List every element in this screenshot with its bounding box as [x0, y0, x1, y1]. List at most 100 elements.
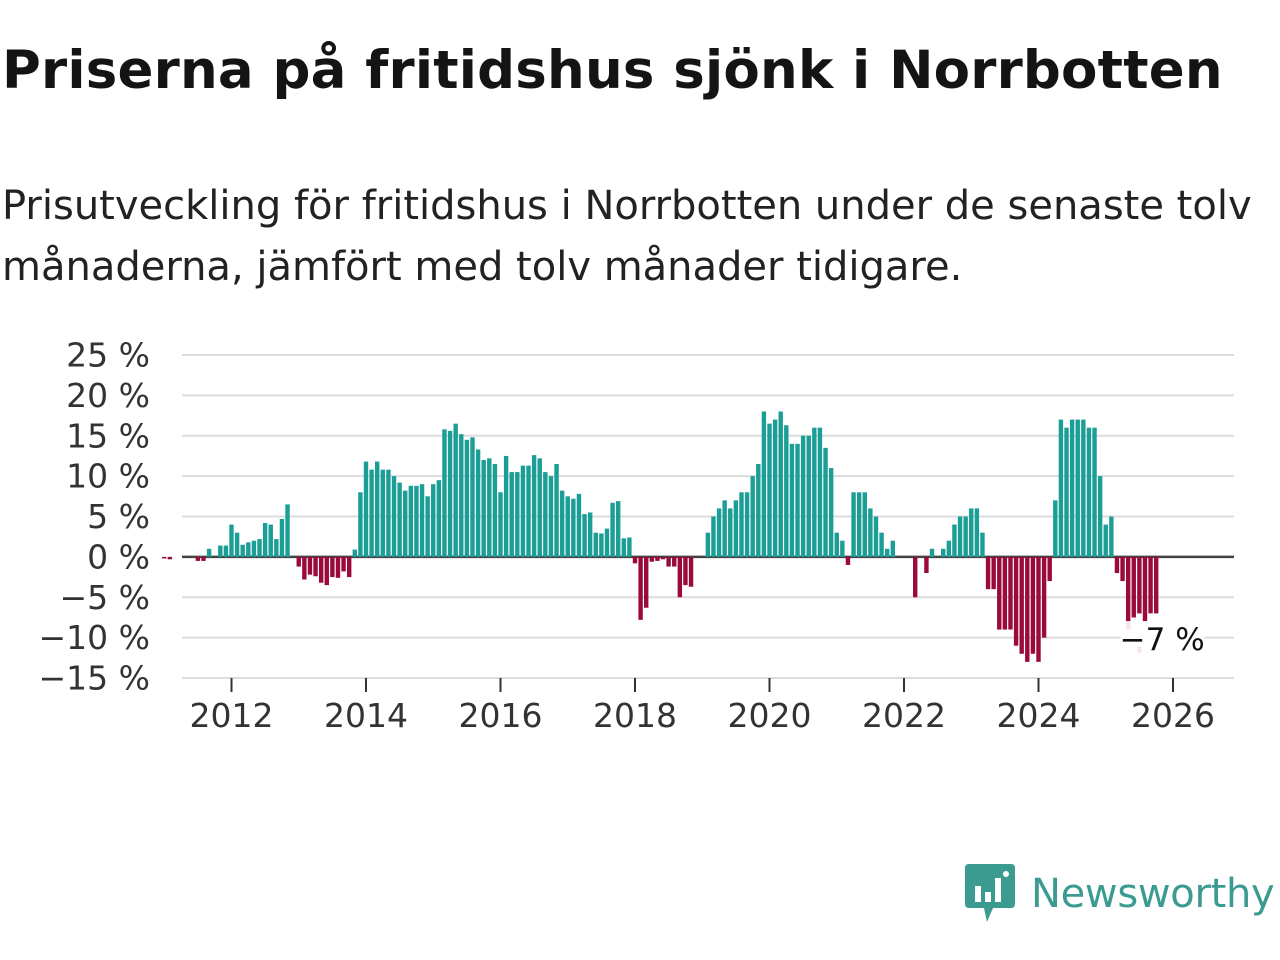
bar — [1153, 556, 1159, 614]
bar — [313, 556, 318, 577]
y-axis: 25 %20 %15 %10 %5 %0 %−5 %−10 %−15 % — [39, 336, 151, 698]
bar — [1109, 516, 1114, 557]
bar — [1002, 556, 1008, 630]
bar — [750, 476, 755, 557]
bar — [1064, 427, 1069, 557]
bar — [554, 464, 559, 557]
bar — [206, 548, 212, 557]
bar — [772, 419, 778, 557]
bar — [974, 508, 980, 557]
bar — [800, 435, 806, 557]
bar — [324, 556, 329, 586]
bar — [386, 469, 391, 557]
bar — [369, 469, 374, 557]
bar — [868, 508, 873, 557]
bar — [851, 492, 856, 557]
bar — [587, 512, 593, 557]
bar — [845, 556, 851, 565]
bar — [728, 508, 733, 557]
bar — [503, 455, 509, 557]
bar — [784, 425, 789, 557]
bar — [739, 492, 744, 557]
bar — [279, 518, 285, 557]
bar — [509, 472, 514, 557]
bar — [1069, 419, 1075, 557]
bar — [419, 484, 425, 557]
bar — [1075, 419, 1080, 557]
bar — [705, 532, 711, 557]
bar — [789, 443, 795, 557]
latest-value-label: −7 % — [1120, 622, 1205, 658]
x-axis: 2012 2014 2016 2018 2020 2022 2024 2026 — [190, 678, 1215, 735]
bar — [969, 508, 974, 557]
bar — [660, 556, 666, 560]
bar — [403, 490, 408, 557]
x-tick-label: 2026 — [1131, 696, 1215, 735]
y-tick-label: −10 % — [39, 618, 151, 657]
bar — [638, 556, 643, 620]
bar-chart: 25 %20 %15 %10 %5 %0 %−5 %−10 %−15 % 201… — [39, 336, 1234, 735]
bar — [823, 447, 828, 557]
y-tick-label: −5 % — [60, 578, 151, 617]
chart-title: Priserna på fritidshus sjönk i Norrbotte… — [2, 40, 1223, 101]
annotation-layer: −7 % — [1120, 621, 1205, 660]
bar — [380, 469, 386, 557]
bar — [744, 492, 750, 557]
bar — [890, 540, 895, 557]
bar — [352, 549, 357, 557]
bar — [520, 465, 526, 557]
bar — [812, 427, 817, 557]
bar — [1103, 524, 1108, 557]
bar — [946, 540, 952, 557]
annotation-background — [1120, 621, 1205, 660]
bar — [593, 532, 598, 557]
bar — [425, 496, 430, 557]
bar — [778, 411, 783, 557]
bar — [1013, 556, 1019, 646]
bar — [285, 504, 290, 557]
bar — [162, 556, 167, 559]
bar — [1019, 556, 1024, 654]
bar — [997, 556, 1002, 630]
bar — [571, 498, 576, 557]
bar — [722, 500, 727, 557]
bar — [375, 461, 380, 557]
bar — [666, 556, 671, 567]
bar — [576, 493, 582, 557]
bar — [459, 434, 464, 557]
bar — [408, 485, 414, 557]
bar — [447, 430, 453, 557]
bar — [941, 548, 946, 557]
bar — [1025, 556, 1030, 662]
bar — [498, 492, 503, 557]
bar — [330, 556, 335, 578]
bar — [302, 556, 307, 580]
bar — [274, 539, 279, 557]
chart-subtitle: Prisutveckling för fritidshus i Norrbott… — [2, 183, 1252, 290]
bar — [632, 556, 638, 564]
x-tick-label: 2016 — [459, 696, 543, 735]
bar — [716, 508, 722, 557]
bar — [688, 556, 694, 587]
bar — [1137, 556, 1142, 614]
bar — [756, 464, 761, 557]
bar — [548, 476, 554, 557]
bar — [733, 500, 739, 557]
bar — [1142, 556, 1148, 622]
x-tick-label: 2014 — [324, 696, 408, 735]
newsworthy-logo-icon — [965, 864, 1015, 922]
bar — [531, 455, 537, 557]
bar — [963, 516, 968, 557]
bar — [470, 437, 475, 557]
bar — [655, 556, 660, 561]
bar — [610, 502, 615, 557]
bar — [442, 429, 447, 557]
brand-name: Newsworthy — [1031, 871, 1275, 917]
bar — [1097, 476, 1103, 557]
bar — [195, 556, 201, 561]
bar — [201, 556, 206, 561]
bar — [1120, 556, 1125, 582]
bar — [856, 492, 862, 557]
bar — [1058, 419, 1064, 557]
bar — [464, 439, 470, 557]
